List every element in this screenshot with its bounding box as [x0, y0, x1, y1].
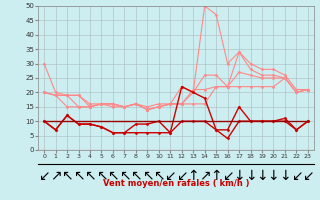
- X-axis label: Vent moyen/en rafales ( km/h ): Vent moyen/en rafales ( km/h ): [103, 179, 249, 188]
